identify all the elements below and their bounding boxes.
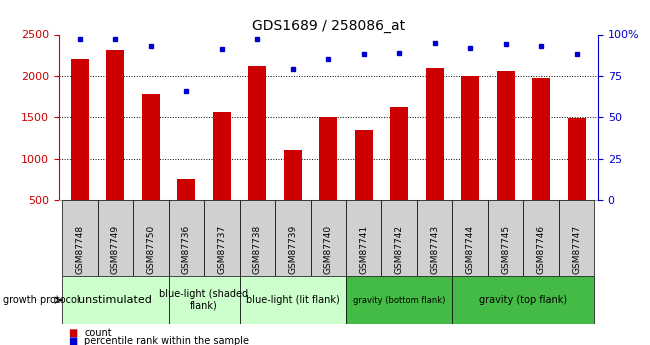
Bar xyxy=(311,200,346,276)
Title: GDS1689 / 258086_at: GDS1689 / 258086_at xyxy=(252,19,405,33)
Text: GSM87739: GSM87739 xyxy=(288,225,297,274)
Text: GSM87741: GSM87741 xyxy=(359,225,369,274)
Text: GSM87742: GSM87742 xyxy=(395,225,404,274)
Text: growth protocol: growth protocol xyxy=(3,295,80,305)
Text: GSM87736: GSM87736 xyxy=(182,225,191,274)
Bar xyxy=(204,200,239,276)
Bar xyxy=(488,200,523,276)
Text: GSM87738: GSM87738 xyxy=(253,225,262,274)
Bar xyxy=(168,276,239,324)
Text: ■: ■ xyxy=(68,328,77,338)
Text: blue-light (shaded
flank): blue-light (shaded flank) xyxy=(159,289,248,311)
Text: blue-light (lit flank): blue-light (lit flank) xyxy=(246,295,340,305)
Bar xyxy=(213,112,231,200)
Bar xyxy=(559,200,595,276)
Bar xyxy=(168,200,204,276)
Bar xyxy=(62,276,168,324)
Bar xyxy=(391,107,408,200)
Text: count: count xyxy=(84,328,112,338)
Text: GSM87750: GSM87750 xyxy=(146,225,155,274)
Text: ■: ■ xyxy=(68,336,77,345)
Text: gravity (top flank): gravity (top flank) xyxy=(480,295,567,305)
Bar xyxy=(284,150,302,200)
Bar xyxy=(346,276,452,324)
Text: GSM87744: GSM87744 xyxy=(465,225,474,274)
Text: GSM87748: GSM87748 xyxy=(75,225,84,274)
Text: unstimulated: unstimulated xyxy=(79,295,152,305)
Bar xyxy=(275,200,311,276)
Bar xyxy=(346,200,382,276)
Bar xyxy=(532,78,550,200)
Text: gravity (bottom flank): gravity (bottom flank) xyxy=(353,296,445,305)
Bar xyxy=(239,276,346,324)
Text: GSM87747: GSM87747 xyxy=(572,225,581,274)
Text: GSM87749: GSM87749 xyxy=(111,225,120,274)
Bar xyxy=(71,59,88,200)
Bar xyxy=(452,200,488,276)
Bar xyxy=(523,200,559,276)
Text: GSM87737: GSM87737 xyxy=(217,225,226,274)
Bar xyxy=(177,179,195,200)
Bar xyxy=(382,200,417,276)
Bar xyxy=(452,276,595,324)
Text: GSM87740: GSM87740 xyxy=(324,225,333,274)
Bar xyxy=(319,117,337,200)
Bar xyxy=(568,118,586,200)
Bar xyxy=(98,200,133,276)
Bar xyxy=(417,200,452,276)
Bar xyxy=(142,94,160,200)
Bar xyxy=(426,68,443,200)
Bar xyxy=(133,200,168,276)
Text: GSM87746: GSM87746 xyxy=(537,225,546,274)
Text: GSM87743: GSM87743 xyxy=(430,225,439,274)
Bar xyxy=(62,200,98,276)
Text: percentile rank within the sample: percentile rank within the sample xyxy=(84,336,250,345)
Bar xyxy=(239,200,275,276)
Bar xyxy=(107,50,124,200)
Bar xyxy=(497,71,515,200)
Bar xyxy=(462,76,479,200)
Bar xyxy=(355,130,372,200)
Text: GSM87745: GSM87745 xyxy=(501,225,510,274)
Bar xyxy=(248,66,266,200)
